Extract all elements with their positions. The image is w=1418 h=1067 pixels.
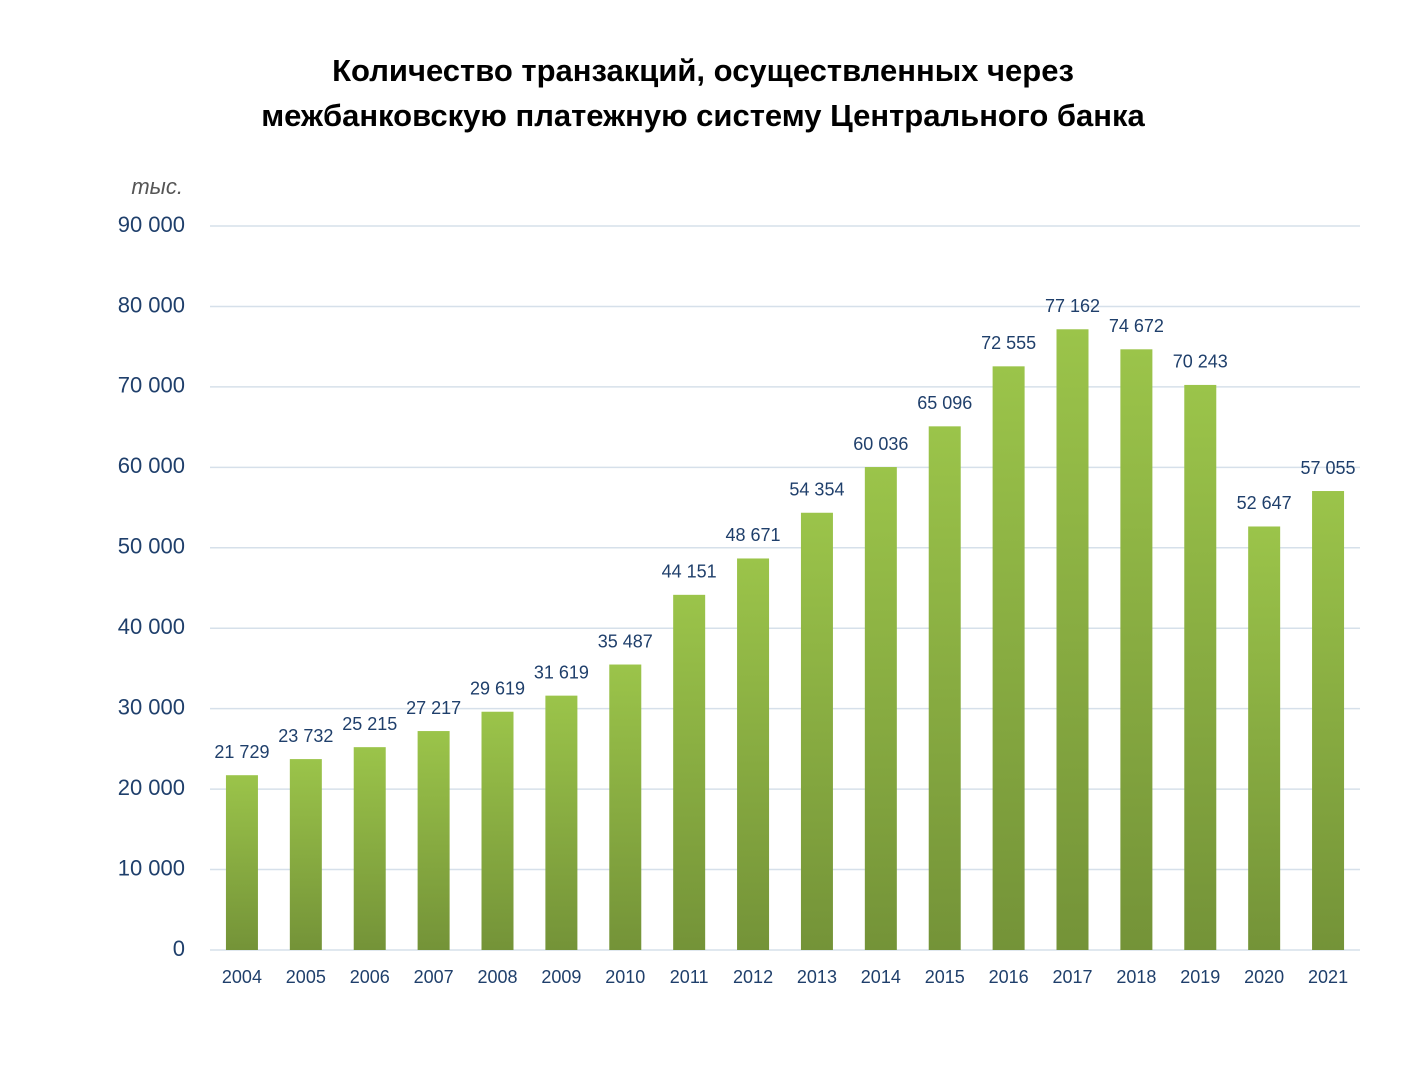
bar [673, 594, 706, 950]
y-tick-label: 0 [173, 936, 185, 961]
x-tick-label: 2006 [350, 967, 390, 987]
bar [1120, 349, 1153, 950]
x-tick-label: 2015 [925, 967, 965, 987]
x-tick-label: 2020 [1244, 967, 1284, 987]
bar [609, 664, 642, 950]
bar [1248, 526, 1281, 950]
value-label: 74 672 [1109, 316, 1164, 336]
bar [1184, 384, 1217, 950]
y-tick-label: 30 000 [118, 694, 185, 719]
value-label: 35 487 [598, 631, 653, 651]
x-tick-label: 2007 [414, 967, 454, 987]
bar [800, 512, 833, 950]
chart-title: межбанковскую платежную систему Централь… [261, 98, 1145, 133]
y-tick-label: 70 000 [118, 373, 185, 398]
value-label: 25 215 [342, 714, 397, 734]
x-tick-label: 2018 [1116, 967, 1156, 987]
x-tick-label: 2008 [477, 967, 517, 987]
x-tick-label: 2017 [1052, 967, 1092, 987]
value-label: 21 729 [214, 742, 269, 762]
value-label: 29 619 [470, 678, 525, 698]
x-tick-label: 2013 [797, 967, 837, 987]
value-label: 52 647 [1237, 493, 1292, 513]
x-tick-label: 2011 [670, 967, 709, 987]
bar [737, 558, 770, 950]
y-tick-label: 20 000 [118, 775, 185, 800]
value-label: 65 096 [917, 393, 972, 413]
bar [481, 711, 514, 950]
value-label: 57 055 [1301, 458, 1356, 478]
value-label: 31 619 [534, 662, 589, 682]
value-label: 72 555 [981, 333, 1036, 353]
bar [545, 695, 578, 950]
value-label: 48 671 [726, 525, 781, 545]
value-label: 44 151 [662, 562, 717, 582]
value-label: 23 732 [278, 726, 333, 746]
y-unit: тыс. [131, 174, 183, 199]
bar [1056, 329, 1089, 951]
value-label: 60 036 [853, 434, 908, 454]
y-tick-label: 40 000 [118, 614, 185, 639]
x-tick-label: 2004 [222, 967, 262, 987]
bar [289, 759, 322, 950]
x-tick-label: 2009 [541, 967, 581, 987]
bar [864, 467, 897, 950]
value-label: 27 217 [406, 698, 461, 718]
value-label: 70 243 [1173, 352, 1228, 372]
x-tick-label: 2014 [861, 967, 901, 987]
y-tick-label: 10 000 [118, 855, 185, 880]
x-tick-label: 2019 [1180, 967, 1220, 987]
x-tick-label: 2010 [605, 967, 645, 987]
y-tick-label: 60 000 [118, 453, 185, 478]
x-tick-label: 2016 [989, 967, 1029, 987]
y-tick-label: 80 000 [118, 292, 185, 317]
chart-title: Количество транзакций, осуществленных че… [332, 53, 1074, 88]
y-tick-label: 90 000 [118, 212, 185, 237]
bar [353, 747, 386, 950]
y-tick-label: 50 000 [118, 534, 185, 559]
bar [992, 366, 1025, 950]
x-tick-label: 2021 [1308, 967, 1348, 987]
bar [417, 731, 450, 950]
bar [1312, 491, 1345, 950]
bar [225, 775, 258, 950]
bar [928, 426, 961, 950]
x-tick-label: 2005 [286, 967, 326, 987]
x-tick-label: 2012 [733, 967, 773, 987]
value-label: 77 162 [1045, 296, 1100, 316]
value-label: 54 354 [789, 480, 844, 500]
